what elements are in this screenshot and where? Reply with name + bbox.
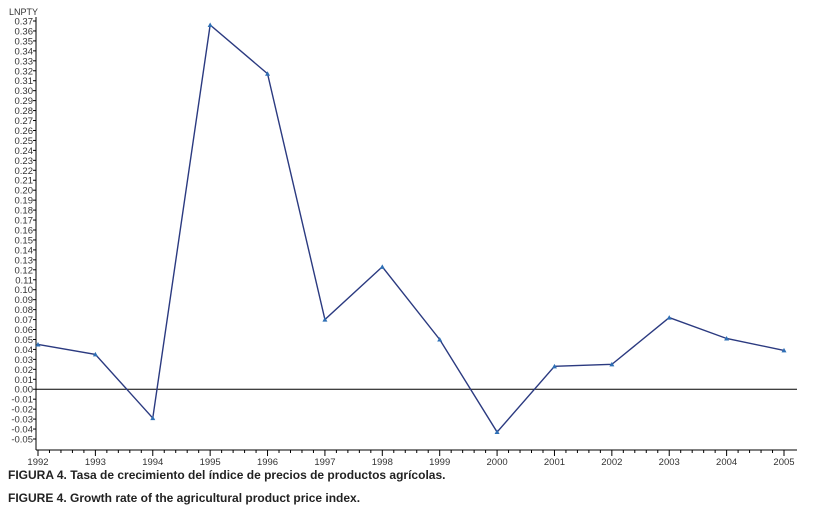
y-tick-label: 0.22	[15, 166, 34, 177]
y-tick-label: 0.12	[15, 265, 34, 276]
x-tick-label: 1992	[27, 457, 48, 468]
caption-spanish: FIGURA 4. Tasa de crecimiento del índice…	[8, 468, 446, 482]
y-tick-label: 0.02	[15, 365, 34, 376]
x-tick-label: 2005	[773, 457, 794, 468]
y-tick-label: -0.04	[11, 425, 33, 436]
y-tick-label: 0.08	[15, 305, 34, 316]
y-tick-label: 0.01	[15, 375, 34, 386]
data-point	[781, 347, 787, 353]
y-tick-label: 0.33	[15, 56, 34, 67]
y-tick-label: 0.28	[15, 106, 34, 117]
y-tick-label: 0.11	[15, 275, 33, 286]
x-tick-label: 2001	[544, 457, 565, 468]
y-tick-label: -0.05	[11, 435, 33, 446]
x-tick-label: 1998	[372, 457, 393, 468]
data-point	[150, 415, 156, 421]
x-tick-label: 1995	[200, 457, 221, 468]
y-tick-label: 0.04	[15, 345, 34, 356]
y-tick-label: 0.13	[15, 255, 34, 266]
data-point	[265, 71, 271, 76]
y-tick-label: 0.17	[15, 216, 34, 227]
data-point	[92, 351, 98, 357]
y-tick-label: 0.10	[15, 285, 34, 296]
y-tick-label: 0.16	[15, 226, 34, 237]
x-tick-label: 1997	[314, 457, 335, 468]
y-tick-label: 0.07	[15, 315, 34, 326]
y-tick-label: 0.14	[15, 245, 34, 256]
y-tick-label: 0.18	[15, 206, 34, 217]
data-point	[609, 361, 615, 367]
y-tick-label: 0.29	[15, 96, 34, 107]
y-tick-label: -0.02	[11, 405, 33, 416]
x-tick-label: 1996	[257, 457, 278, 468]
y-tick-label: 0.30	[15, 86, 34, 97]
y-tick-label: 0.25	[15, 136, 34, 147]
y-tick-label: 0.26	[15, 126, 34, 137]
y-tick-label: 0.06	[15, 325, 34, 336]
y-tick-label: 0.27	[15, 116, 34, 127]
y-tick-label: 0.36	[15, 26, 34, 37]
line-chart: LNPTY-0.05-0.04-0.03-0.02-0.010.000.010.…	[9, 7, 797, 468]
x-tick-label: 2002	[601, 457, 622, 468]
y-tick-label: 0.23	[15, 156, 34, 167]
x-tick-label: 1994	[142, 457, 163, 468]
x-tick-label: 2003	[659, 457, 680, 468]
y-tick-label: 0.35	[15, 36, 34, 47]
data-point	[35, 341, 41, 347]
y-tick-label: 0.32	[15, 66, 34, 77]
x-tick-label: 2000	[487, 457, 508, 468]
y-tick-label: 0.05	[15, 335, 34, 346]
y-tick-label: 0.19	[15, 196, 34, 207]
y-tick-label: 0.15	[15, 235, 34, 246]
y-axis-label: LNPTY	[9, 7, 38, 17]
series-line	[37, 23, 785, 434]
y-tick-label: 0.21	[15, 176, 34, 187]
data-point	[322, 317, 328, 322]
y-tick-label: 0.09	[15, 295, 34, 306]
x-tick-label: 2004	[716, 457, 737, 468]
data-point	[724, 335, 730, 341]
y-tick-label: 0.37	[15, 17, 34, 28]
y-tick-label: 0.24	[15, 146, 34, 157]
data-point	[551, 363, 557, 369]
y-tick-label: 0.00	[15, 385, 34, 396]
caption-english: FIGURE 4. Growth rate of the agricultura…	[8, 491, 361, 505]
data-point	[437, 336, 443, 342]
y-tick-label: 0.20	[15, 186, 34, 197]
data-point	[207, 22, 213, 27]
data-point	[666, 315, 672, 320]
x-tick-label: 1999	[429, 457, 450, 468]
data-point	[494, 429, 500, 435]
y-tick-label: -0.01	[11, 395, 33, 406]
y-tick-label: 0.31	[15, 76, 34, 87]
y-tick-label: 0.03	[15, 355, 34, 366]
x-tick-label: 1993	[85, 457, 106, 468]
y-tick-label: -0.03	[11, 415, 33, 426]
y-tick-label: 0.34	[15, 46, 34, 57]
data-point	[379, 264, 385, 269]
